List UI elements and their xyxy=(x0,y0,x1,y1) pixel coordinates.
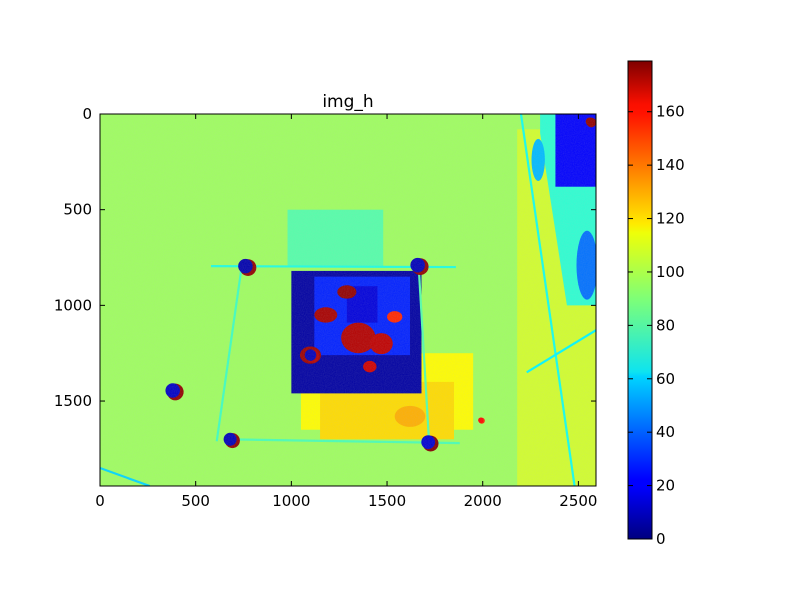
chart-title: img_h xyxy=(322,92,373,112)
colorbar-tick-label: 80 xyxy=(656,316,675,334)
colorbar-tick-label: 140 xyxy=(656,156,685,174)
colorbar-tick-label: 120 xyxy=(656,210,685,228)
x-tick-label: 0 xyxy=(95,492,105,510)
x-tick-label: 500 xyxy=(181,492,210,510)
colorbar-frame xyxy=(627,60,653,540)
x-tick-label: 2000 xyxy=(464,492,502,510)
x-axis: 0 500 1000 1500 2000 2500 xyxy=(95,114,597,510)
colorbar-tick-label: 0 xyxy=(656,530,666,548)
colorbar-tick-label: 160 xyxy=(656,103,685,121)
y-tick-label: 500 xyxy=(63,201,92,219)
x-tick-label: 1000 xyxy=(272,492,310,510)
y-axis: 0 500 1000 1500 xyxy=(54,105,596,410)
colorbar-axis: 0 20 40 60 80 100 120 140 160 xyxy=(628,103,685,548)
heatmap-noise-overlay xyxy=(100,114,596,486)
y-tick-label: 1500 xyxy=(54,392,92,410)
colorbar-tick-label: 20 xyxy=(656,477,675,495)
colorbar-tick-label: 100 xyxy=(656,263,685,281)
y-tick-label: 1000 xyxy=(54,296,92,314)
x-tick-label: 1500 xyxy=(368,492,406,510)
y-tick-label: 0 xyxy=(82,105,92,123)
x-tick-label: 2500 xyxy=(559,492,597,510)
colorbar-gradient xyxy=(628,61,652,539)
plot-frame xyxy=(99,113,597,487)
colorbar-tick-label: 40 xyxy=(656,423,675,441)
colorbar-tick-label: 60 xyxy=(656,370,675,388)
